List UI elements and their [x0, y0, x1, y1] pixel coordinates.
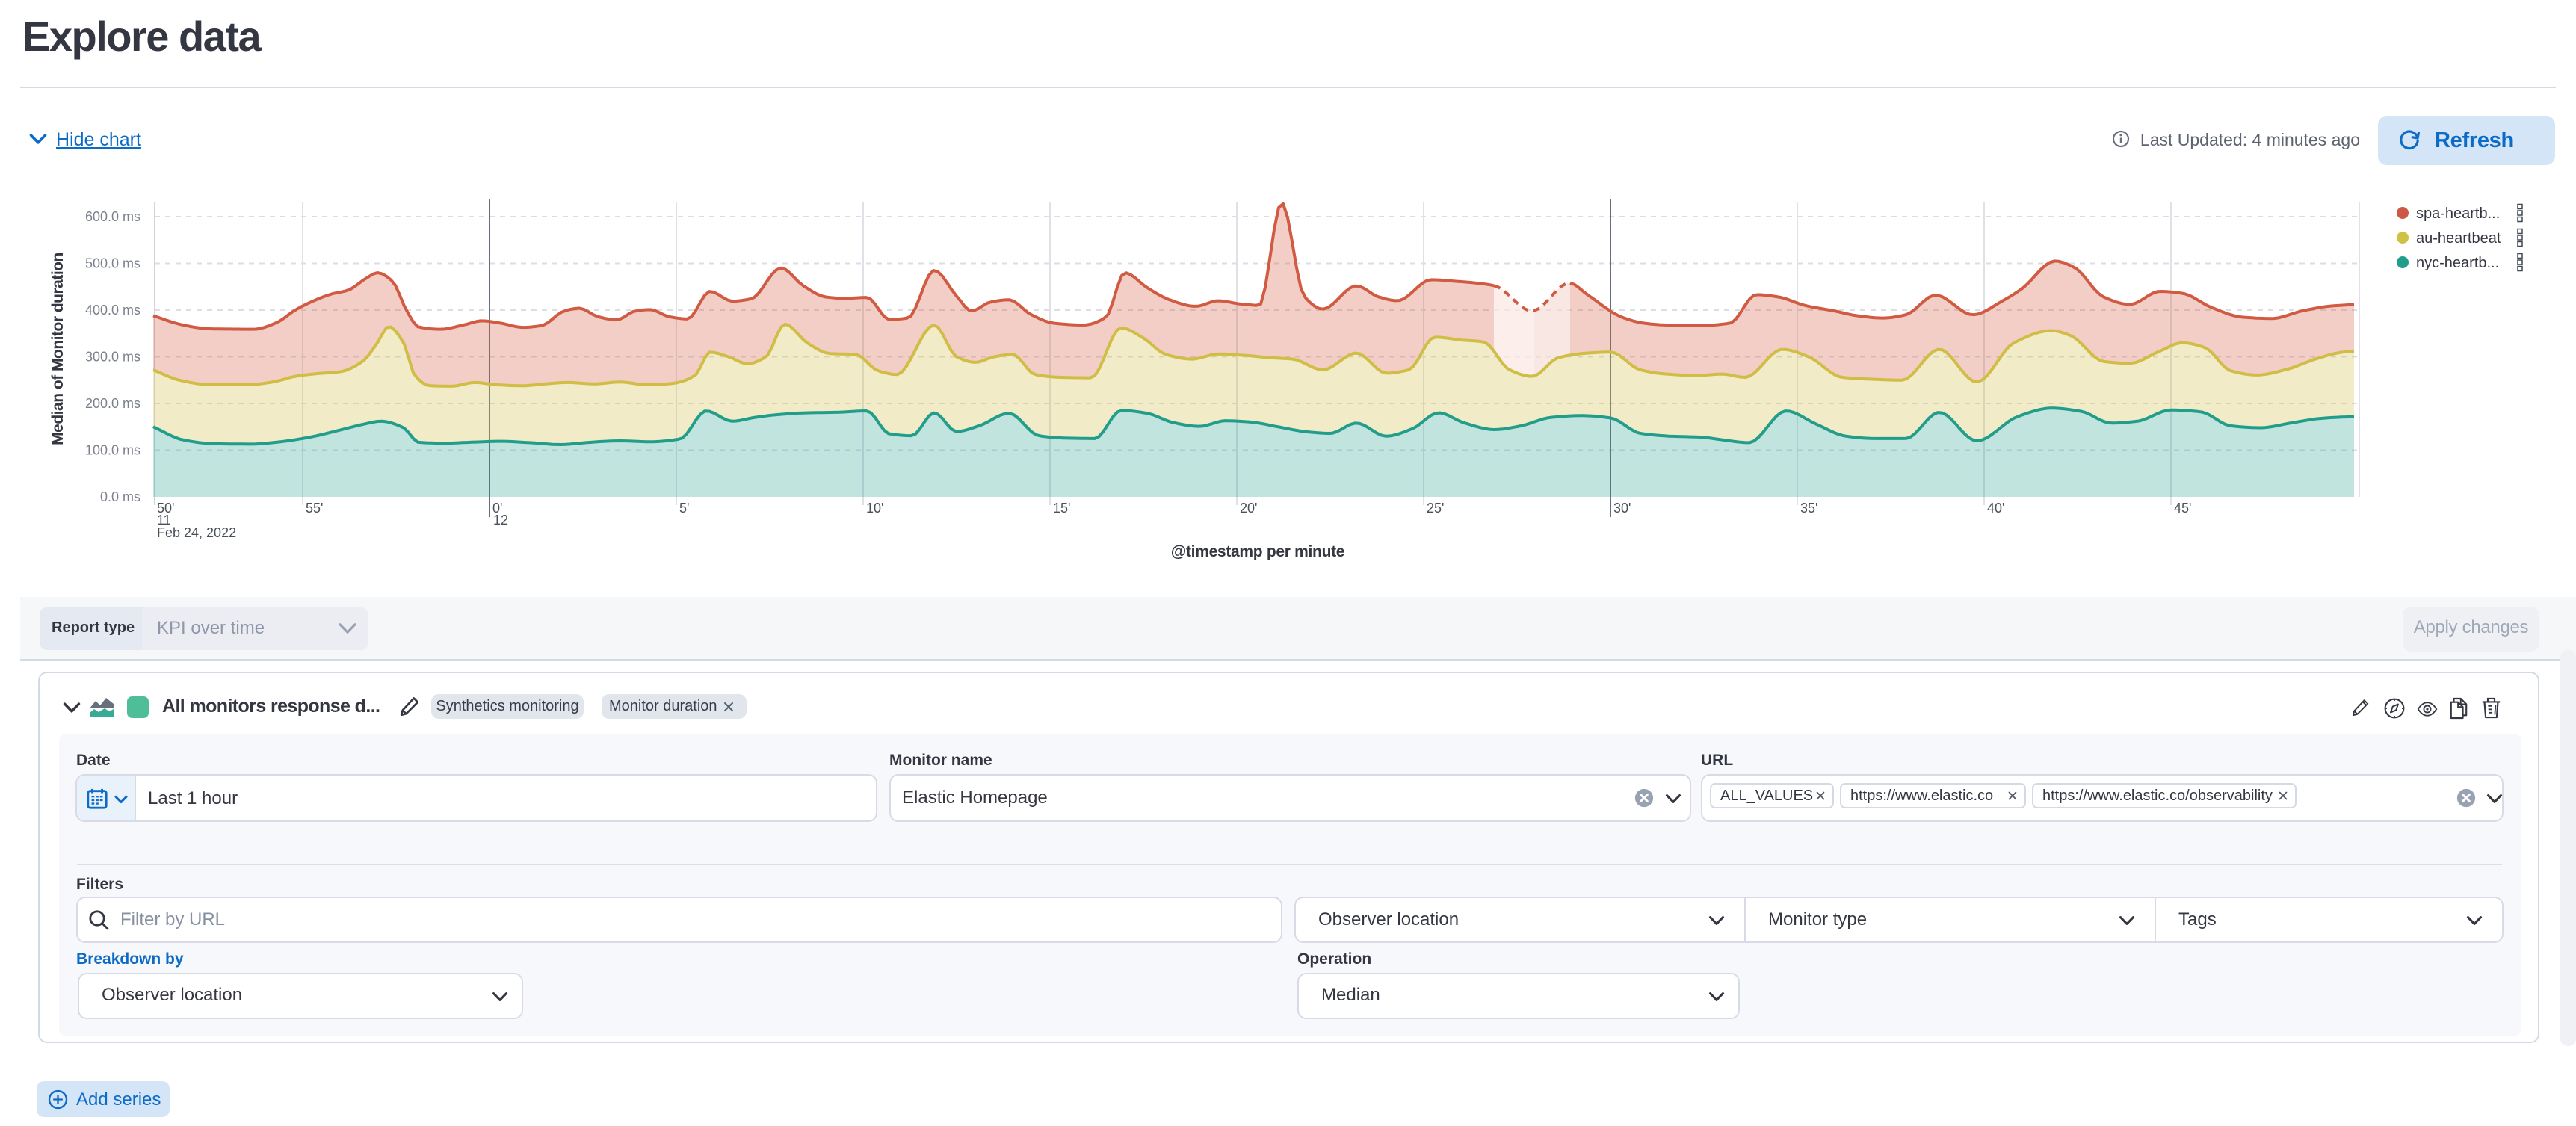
svg-text:45': 45'	[2174, 501, 2191, 516]
svg-text:5': 5'	[679, 501, 689, 516]
svg-text:200.0 ms: 200.0 ms	[85, 396, 140, 411]
svg-text:400.0 ms: 400.0 ms	[85, 303, 140, 318]
svg-text:100.0 ms: 100.0 ms	[85, 443, 140, 458]
svg-text:30': 30'	[1613, 501, 1631, 516]
svg-text:@timestamp per minute: @timestamp per minute	[1171, 543, 1344, 560]
svg-text:40': 40'	[1987, 501, 2004, 516]
svg-text:12: 12	[493, 513, 508, 528]
svg-text:Median of Monitor duration: Median of Monitor duration	[49, 253, 67, 445]
svg-text:nyc-heartb...: nyc-heartb...	[2416, 255, 2499, 271]
svg-text:500.0 ms: 500.0 ms	[85, 256, 140, 271]
svg-text:25': 25'	[1427, 501, 1444, 516]
svg-text:35': 35'	[1800, 501, 1817, 516]
svg-text:spa-heartb...: spa-heartb...	[2416, 205, 2500, 222]
svg-text:300.0 ms: 300.0 ms	[85, 350, 140, 365]
svg-text:55': 55'	[306, 501, 323, 516]
svg-text:600.0 ms: 600.0 ms	[85, 209, 140, 224]
svg-text:20': 20'	[1240, 501, 1257, 516]
svg-text:15': 15'	[1053, 501, 1070, 516]
svg-text:0': 0'	[492, 501, 502, 516]
svg-text:11: 11	[157, 513, 171, 528]
svg-text:Feb 24, 2022: Feb 24, 2022	[157, 525, 236, 540]
svg-text:au-heartbeat: au-heartbeat	[2416, 230, 2501, 247]
svg-text:10': 10'	[866, 501, 883, 516]
svg-text:0.0 ms: 0.0 ms	[100, 489, 140, 504]
svg-text:50': 50'	[157, 501, 174, 516]
